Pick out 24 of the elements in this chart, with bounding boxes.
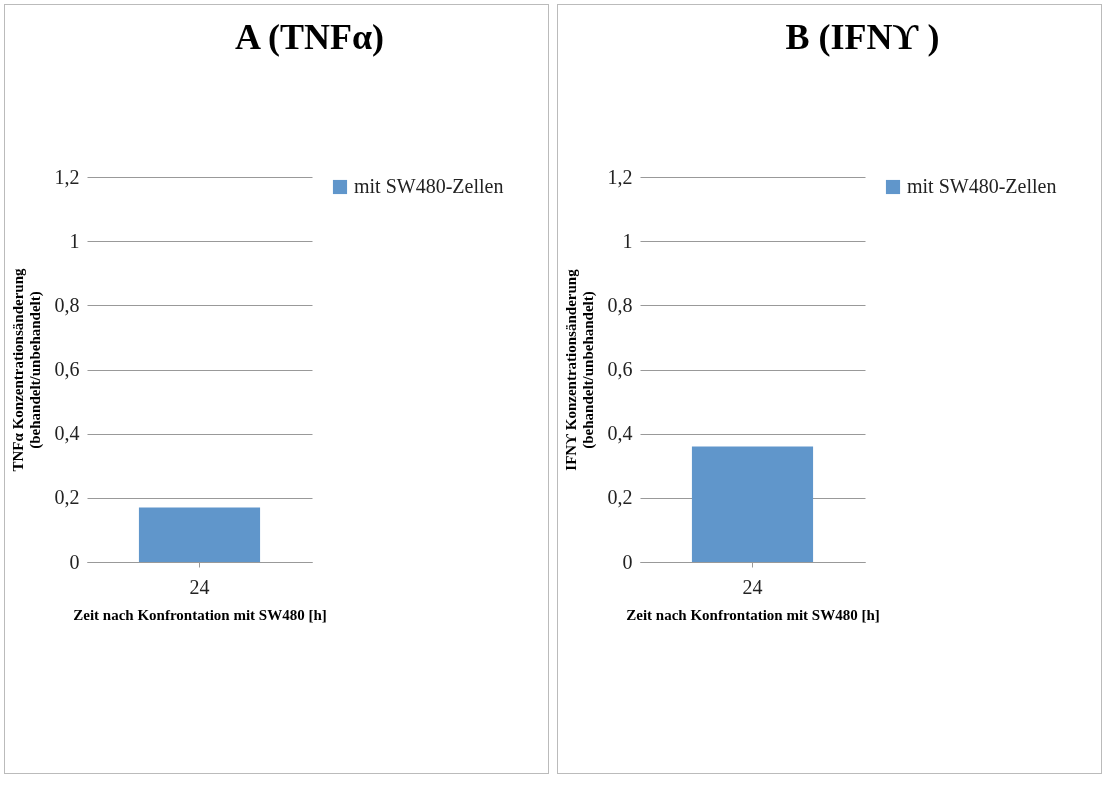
y-axis-title: TNFα Konzentrationsänderung (behandelt/unbehandelt) [9, 268, 44, 472]
y-tick-label: 1,2 [54, 165, 80, 188]
y-tick-label: 0,4 [607, 422, 633, 445]
x-axis-title: Zeit nach Konfrontation mit SW480 [h] [626, 606, 880, 623]
chart-title: B (IFNϒ ) [785, 17, 940, 57]
y-tick-label: 0 [69, 550, 80, 573]
y-tick-label: 1 [69, 229, 80, 252]
y-tick-label: 1,2 [607, 165, 633, 188]
y-tick-label: 0,2 [54, 486, 80, 509]
chart-title: A (TNFα) [234, 17, 385, 57]
y-tick-label: 0 [622, 550, 633, 573]
legend-label: mit SW480-Zellen [907, 175, 1057, 197]
y-tick-label: 0,8 [54, 293, 80, 316]
x-tick-label: 24 [742, 575, 763, 598]
x-tick-label: 24 [189, 575, 210, 598]
legend-label: mit SW480-Zellen [354, 175, 504, 197]
x-axis-title: Zeit nach Konfrontation mit SW480 [h] [73, 606, 327, 623]
y-tick-label: 0,6 [607, 358, 633, 380]
y-axis-title: IFNϒ Konzentrationsänderung (behandelt/unbehandelt) [562, 268, 597, 471]
y-tick-label: 1 [622, 229, 633, 252]
y-tick-label: 0,6 [54, 358, 80, 380]
y-tick-label: 0,4 [54, 422, 80, 445]
y-tick-label: 0,8 [607, 293, 633, 316]
y-tick-label: 0,2 [607, 486, 633, 509]
